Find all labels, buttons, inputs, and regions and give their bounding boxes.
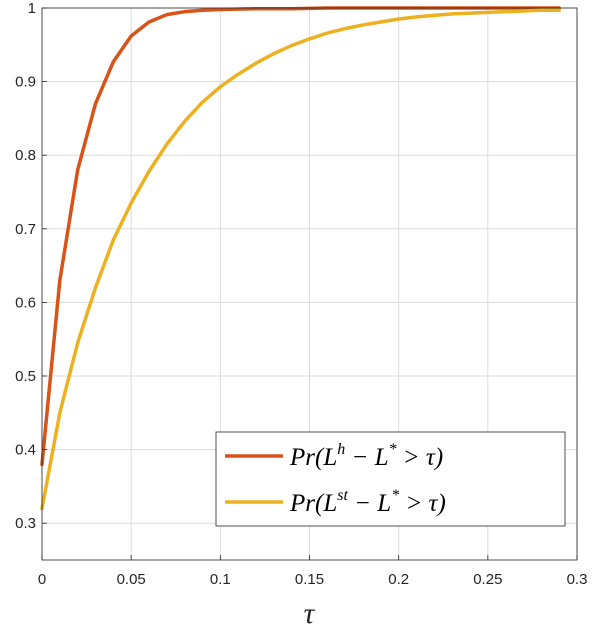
x-tick-label: 0.05 (117, 571, 146, 588)
legend: Pr(Lh − L* > τ) Pr(Lst − L* > τ) (215, 431, 566, 527)
y-tick-label: 0.6 (15, 294, 36, 311)
x-tick-label: 0.15 (295, 571, 324, 588)
y-tick-label: 0.3 (15, 515, 36, 532)
y-tick-label: 0.5 (15, 368, 36, 385)
x-tick-label: 0.1 (210, 571, 231, 588)
series-line-2 (40, 8, 561, 511)
x-axis-label: τ (304, 597, 316, 630)
y-tick-label: 0.8 (15, 147, 36, 164)
x-tick-label: 0.3 (567, 571, 588, 588)
legend-box (215, 431, 566, 527)
legend-label-2: Pr(Lst − L* > τ) (289, 487, 446, 517)
y-tick-label: 0.7 (15, 221, 36, 238)
y-tick-label: 1 (28, 0, 36, 17)
x-tick-label: 0 (38, 571, 46, 588)
tick-labels: 0 0.05 0.1 0.15 0.2 0.25 0.3 0.3 0.4 0.5 0.6 0.7 0.8… (15, 0, 587, 588)
y-tick-label: 0.4 (15, 442, 36, 459)
x-tick-label: 0.25 (473, 571, 502, 588)
y-tick-label: 0.9 (15, 74, 36, 91)
x-tick-label: 0.2 (388, 571, 409, 588)
legend-label-1: Pr(Lh − L* > τ) (289, 441, 443, 471)
